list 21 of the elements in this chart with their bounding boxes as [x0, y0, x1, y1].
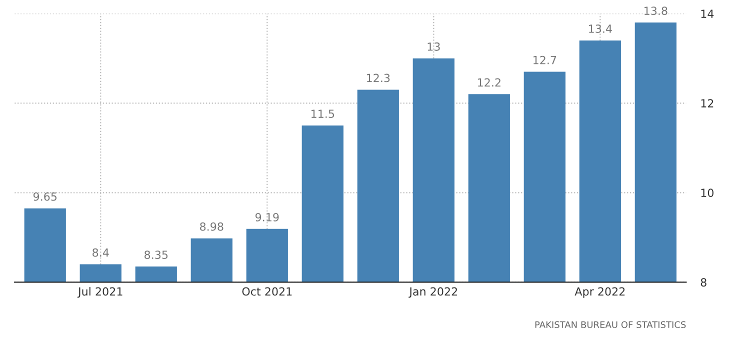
- x-tick-label: Oct 2021: [242, 287, 292, 296]
- y-tick-label: 8: [700, 278, 706, 287]
- data-label: 12.3: [367, 74, 390, 82]
- y-tick-label: 12: [701, 99, 714, 108]
- y-tick-label: 10: [701, 188, 714, 198]
- data-label: 11.5: [312, 110, 334, 118]
- data-label: 8.4: [92, 248, 109, 257]
- x-tick-label: Jul 2021: [77, 287, 122, 298]
- x-tick-label: Jan 2022: [408, 287, 458, 298]
- data-label: 13.4: [589, 24, 612, 33]
- text: PAKISTAN BUREAU OF STATISTICS: [535, 321, 686, 328]
- data-label: 12.7: [534, 56, 556, 64]
- data-label: 8.35: [144, 250, 168, 260]
- data-label: 13.8: [644, 6, 668, 16]
- data-label: 12.2: [478, 78, 500, 86]
- data-label: 9.65: [33, 192, 57, 201]
- y-tick-label: 14: [701, 10, 714, 18]
- x-tick-label: Apr 2022: [574, 287, 625, 298]
- data-label: 8.98: [200, 222, 224, 231]
- data-label: 13: [428, 42, 440, 51]
- data-label: 9.19: [255, 213, 279, 222]
